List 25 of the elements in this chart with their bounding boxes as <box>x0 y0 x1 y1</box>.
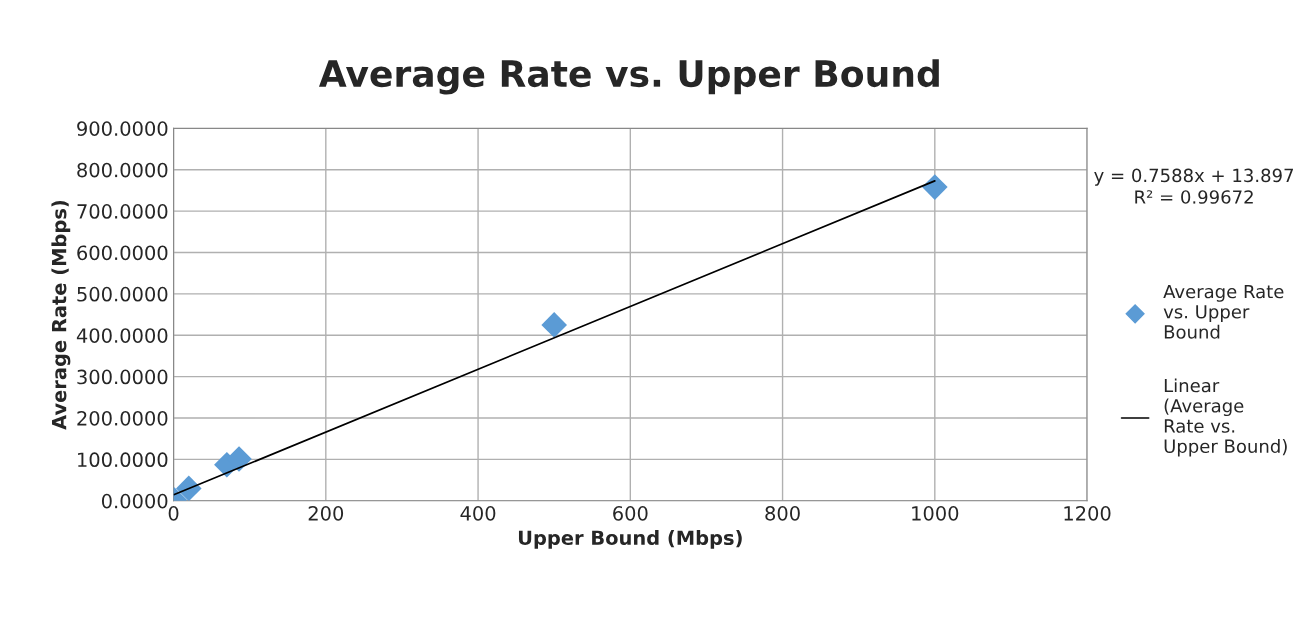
text: y = 0.7588x + 13.897 R² = 0.99672 <box>1094 168 1293 204</box>
y-tick-label: 100.0000 <box>78 452 168 468</box>
chart-title: Average Rate vs. Upper Bound <box>318 59 939 95</box>
y-axis-title: Average Rate (Mbps) <box>51 200 71 430</box>
y-tick-label: 500.0000 <box>77 286 168 302</box>
y-tick-label: 600.0000 <box>77 245 168 261</box>
y-tick-label: 800.0000 <box>77 162 168 178</box>
legend-label: Average Rate vs. Upper Bound <box>1163 284 1284 339</box>
point <box>541 312 567 338</box>
y-tick-label: 0.0000 <box>101 493 168 509</box>
x-tick-label: 200 <box>308 506 344 521</box>
y-tick-label: 200.0000 <box>77 410 168 426</box>
legend-label: Linear (Average Rate vs. Upper Bound) <box>1164 378 1287 457</box>
x-tick-label: 0 <box>168 506 179 521</box>
x-tick-label: 1000 <box>912 506 959 521</box>
y-tick-label: 700.0000 <box>77 204 168 219</box>
x-tick-label: 800 <box>765 506 800 521</box>
y-tick-label: 300.0000 <box>77 369 168 385</box>
x-tick-label: 600 <box>613 506 648 521</box>
point <box>922 174 948 200</box>
y-tick-label: 400.0000 <box>76 328 168 343</box>
x-tick-label: 400 <box>460 506 496 521</box>
x-axis-title: Upper Bound (Mbps) <box>518 530 742 549</box>
y-tick-label: 900.0000 <box>77 121 168 136</box>
x-tick-label: 1200 <box>1064 506 1111 521</box>
